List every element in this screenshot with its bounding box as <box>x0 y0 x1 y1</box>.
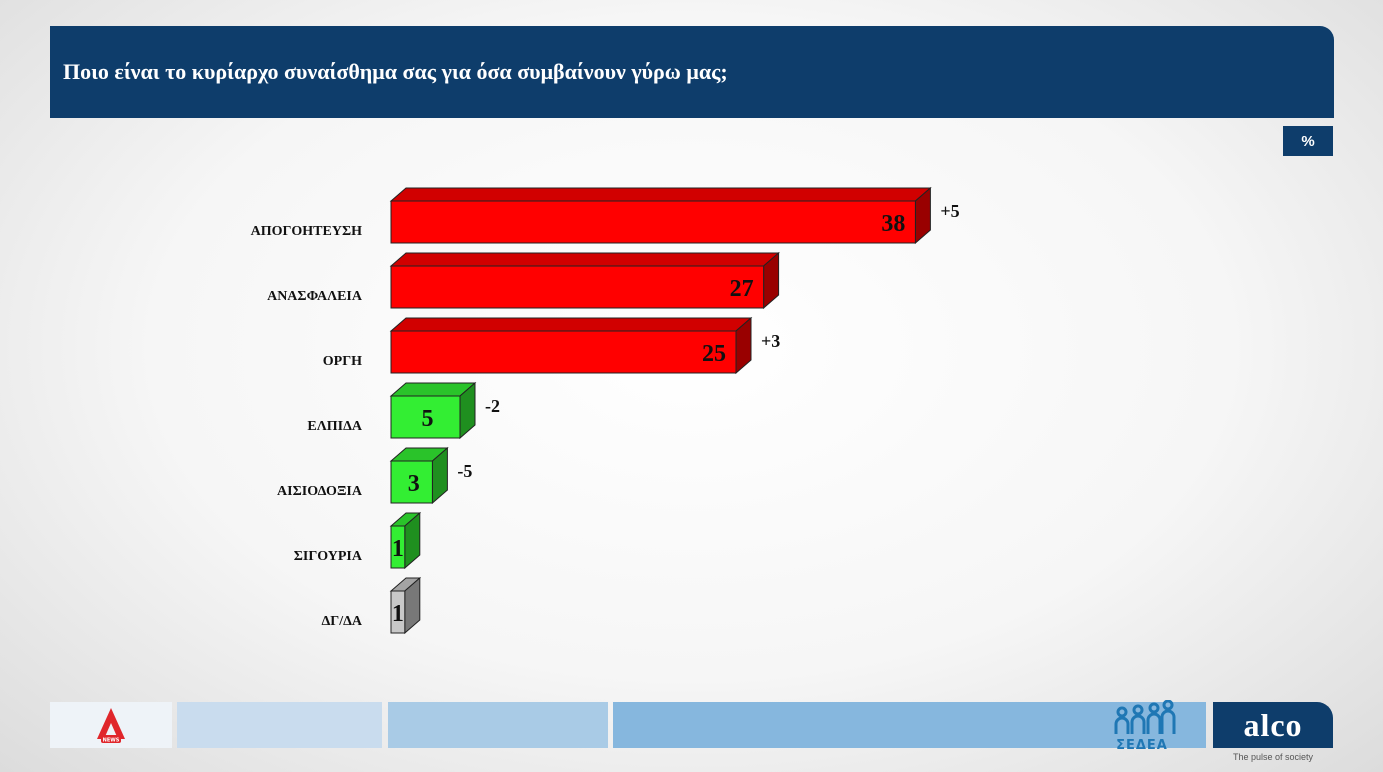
bar-group <box>389 381 477 440</box>
bar-top-face <box>389 187 932 202</box>
unit-badge: % <box>1283 126 1333 156</box>
alpha-news-label: NEWS <box>103 738 120 744</box>
alco-tagline: The pulse of society <box>1232 752 1314 762</box>
bar-value-label: 27 <box>730 276 754 302</box>
category-label: ΑΙΣΙΟΔΟΞΙΑ <box>277 484 363 499</box>
bar-group <box>389 251 780 310</box>
bar-value-label: 3 <box>408 471 420 497</box>
change-label: +3 <box>761 331 780 351</box>
bar-group <box>389 446 449 505</box>
alco-logo: alco <box>1213 702 1333 748</box>
alpha-logo: NEWS <box>50 702 172 748</box>
chart-title: Ποιο είναι το κυρίαρχο συναίσθημα σας γι… <box>63 59 728 84</box>
category-label: ΕΛΠΙΔΑ <box>307 419 362 434</box>
footer-strip-2 <box>388 702 608 748</box>
title-bar: Ποιο είναι το κυρίαρχο συναίσθημα σας γι… <box>50 26 1334 118</box>
alco-label: alco <box>1243 706 1303 743</box>
bar-value-label: 1 <box>392 601 404 627</box>
bar-value-label: 5 <box>422 406 434 432</box>
people-icon <box>1114 699 1176 734</box>
alpha-logo-icon: NEWS <box>97 708 125 744</box>
bar <box>390 590 406 634</box>
bar-group <box>389 511 422 570</box>
bar-top-face <box>389 252 780 267</box>
change-label: +5 <box>940 201 959 221</box>
bar-top-face <box>389 317 753 332</box>
bar <box>390 330 737 374</box>
bar-value-label: 25 <box>702 341 726 367</box>
sedea-label: ΣΕΔΕΑ <box>1116 738 1168 753</box>
footer-strip-1 <box>177 702 382 748</box>
bar <box>390 460 433 504</box>
category-label: ΣΙΓΟΥΡΙΑ <box>294 549 363 564</box>
sedea-logo: ΣΕΔΕΑ <box>1100 699 1184 754</box>
category-label: ΟΡΓΗ <box>323 354 362 369</box>
bar-group <box>389 186 932 245</box>
bar <box>390 265 765 309</box>
bar-group <box>389 316 753 375</box>
bar <box>390 525 406 569</box>
bar-value-label: 38 <box>881 211 905 237</box>
footer-strip-3 <box>613 702 1206 748</box>
bar <box>390 395 461 439</box>
change-label: -5 <box>457 461 472 481</box>
change-label: -2 <box>485 396 500 416</box>
category-label: ΔΓ/ΔΑ <box>322 614 363 629</box>
category-label: ΑΝΑΣΦΑΛΕΙΑ <box>267 289 363 304</box>
bar <box>390 200 916 244</box>
category-label: ΑΠΟΓΟΗΤΕΥΣΗ <box>251 224 363 239</box>
bar-value-label: 1 <box>392 536 404 562</box>
bar-group <box>389 576 422 635</box>
